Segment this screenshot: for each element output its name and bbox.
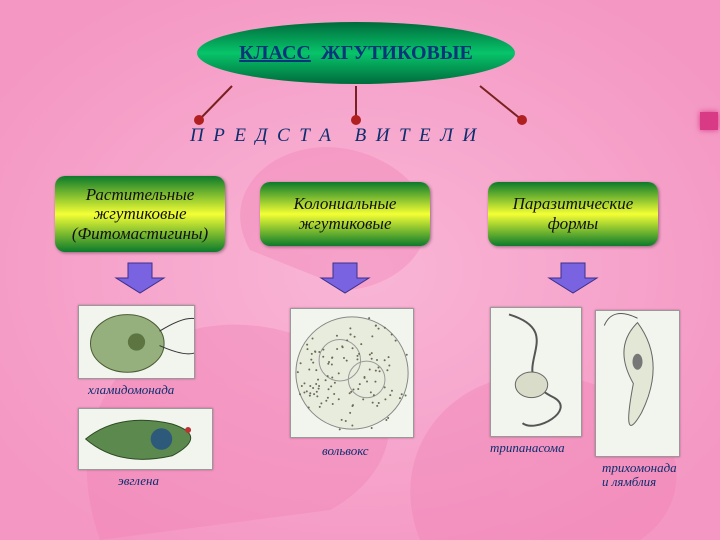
image-euglena: [78, 408, 213, 470]
image-trypanosoma: [490, 307, 582, 437]
caption-1: эвглена: [118, 474, 159, 488]
image-volvox: [290, 308, 414, 438]
caption-3: трипанасома: [490, 441, 565, 455]
caption-0: хламидомонада: [88, 383, 174, 397]
image-trichomonas-giardia: [595, 310, 680, 457]
caption-2: вольвокс: [322, 444, 369, 458]
image-chlamydomonas: [78, 305, 195, 379]
caption-4: трихомонада и лямблия: [602, 461, 677, 490]
slide-stage: КЛАССЖГУТИКОВЫЕП Р Е Д С Т А В И Т Е Л И…: [0, 0, 720, 540]
